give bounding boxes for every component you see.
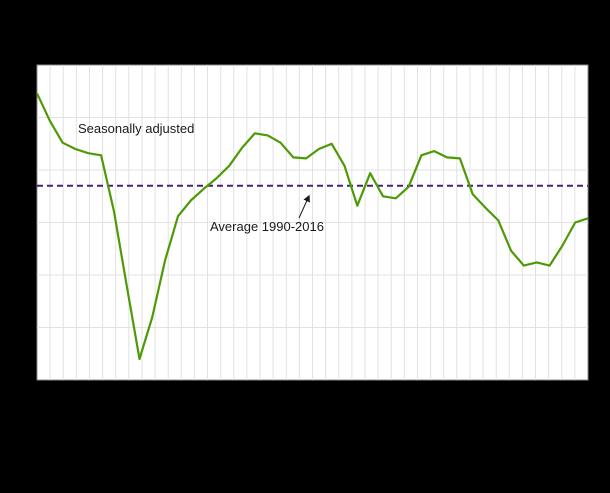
annotation-average-label: Average 1990-2016: [210, 219, 324, 234]
annotation-arrow-icon: [298, 194, 310, 219]
gridlines: [37, 65, 588, 380]
series-line-seasonally-adjusted: [36, 92, 589, 361]
annotation-seasonally-adjusted: Seasonally adjusted: [78, 121, 194, 136]
